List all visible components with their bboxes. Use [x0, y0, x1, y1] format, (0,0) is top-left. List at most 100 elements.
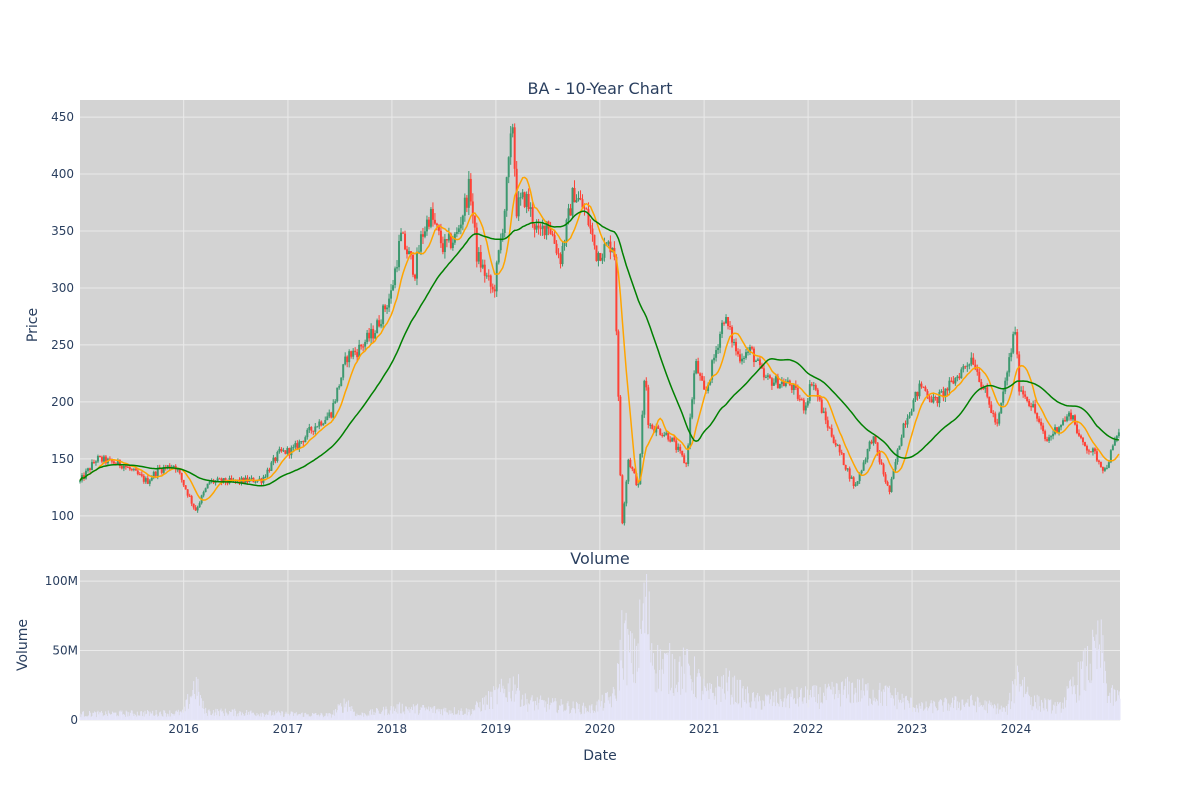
volume-bar: [371, 714, 372, 720]
volume-bar: [760, 709, 762, 720]
volume-bar: [611, 693, 613, 720]
candle-body: [649, 424, 652, 426]
volume-bar: [980, 705, 982, 720]
volume-bar: [258, 714, 260, 720]
volume-bar: [934, 701, 936, 720]
candle-body: [1111, 445, 1114, 451]
candle-body: [679, 446, 682, 451]
volume-bar: [212, 710, 214, 720]
price-y-tick-label: 450: [51, 110, 74, 124]
volume-bar: [167, 714, 169, 720]
candle-body: [844, 465, 847, 470]
volume-bar: [434, 705, 436, 720]
volume-bar: [348, 707, 350, 720]
candle-body: [854, 484, 857, 486]
volume-bar: [952, 697, 954, 720]
volume-bar: [129, 715, 131, 720]
volume-bar: [994, 705, 996, 720]
volume-bar: [751, 701, 753, 720]
volume-bar: [93, 713, 95, 720]
candle-body: [978, 371, 981, 382]
volume-bar: [681, 666, 683, 720]
volume-bar: [555, 701, 557, 720]
x-tick-label: 2024: [1001, 722, 1032, 736]
volume-bar: [929, 706, 930, 720]
candle-body: [553, 235, 556, 244]
volume-bar: [226, 713, 228, 720]
volume-bar: [339, 704, 341, 720]
volume-bar: [1116, 700, 1118, 720]
volume-bar: [922, 703, 924, 720]
volume-bar: [271, 715, 272, 720]
volume-bar: [512, 690, 513, 720]
volume-bar: [220, 708, 222, 720]
volume-bar: [874, 697, 876, 720]
volume-bar: [169, 710, 171, 720]
volume-bar: [932, 713, 934, 720]
candle-body: [86, 468, 89, 471]
volume-bar: [530, 697, 532, 720]
volume-bar: [737, 704, 739, 720]
volume-bar: [653, 669, 655, 720]
candle-body: [499, 238, 502, 251]
volume-bar: [1017, 672, 1019, 720]
volume-bar: [1090, 683, 1092, 720]
volume-bar: [993, 704, 995, 720]
volume-bar: [365, 715, 367, 720]
volume-bar: [987, 713, 989, 720]
volume-bar: [629, 631, 631, 720]
candle-body: [754, 360, 757, 363]
candle-body: [272, 457, 275, 463]
candle-body: [1024, 394, 1027, 397]
volume-bar: [398, 704, 400, 720]
volume-bar: [1070, 686, 1072, 720]
volume-bar: [912, 707, 914, 720]
volume-bar: [102, 716, 104, 720]
volume-bar: [268, 711, 270, 720]
volume-bar: [911, 711, 913, 720]
candle-body: [717, 347, 720, 351]
volume-bar: [151, 713, 153, 720]
candle-body: [936, 397, 939, 404]
volume-bar: [142, 712, 144, 720]
volume-bar: [917, 708, 918, 720]
volume-bar: [629, 652, 630, 720]
volume-bar: [854, 687, 856, 720]
volume-bar: [206, 715, 208, 720]
volume-bar: [785, 707, 787, 720]
volume-bar: [986, 701, 988, 720]
volume-bar: [637, 643, 639, 720]
candle-body: [549, 228, 552, 234]
candle-body: [810, 384, 813, 386]
volume-bar: [700, 676, 701, 720]
volume-bar: [741, 688, 743, 720]
volume-bar: [890, 697, 892, 720]
volume-bar: [172, 714, 174, 720]
candle-body: [711, 360, 714, 380]
volume-bar: [299, 713, 301, 720]
volume-bar: [263, 713, 265, 720]
volume-bar: [794, 698, 795, 720]
candle-body: [874, 436, 877, 443]
volume-bar: [218, 716, 220, 720]
candle-body: [661, 434, 664, 436]
candle-body: [314, 426, 317, 432]
volume-bar: [112, 711, 113, 720]
volume-bar: [524, 693, 526, 720]
volume-bar: [697, 673, 699, 720]
volume-bar: [253, 714, 255, 720]
candle-body: [258, 478, 261, 480]
volume-bar: [1107, 695, 1109, 720]
volume-bar: [836, 683, 838, 720]
candle-body: [445, 239, 448, 241]
candle-body: [617, 331, 620, 397]
volume-bar: [349, 706, 351, 720]
volume-bar: [999, 709, 1001, 720]
volume-bar: [665, 652, 667, 720]
volume-bar: [1088, 682, 1090, 720]
candle-body: [1097, 460, 1100, 462]
volume-bar: [984, 700, 986, 720]
volume-bar: [1084, 648, 1086, 720]
volume-bar: [447, 712, 448, 720]
volume-bar: [408, 707, 410, 720]
